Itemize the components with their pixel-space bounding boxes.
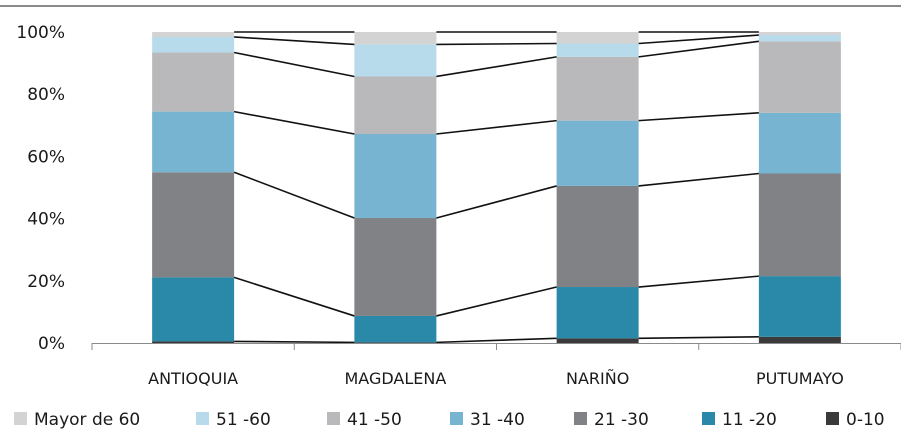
y-tick-label: 40%	[27, 210, 65, 230]
series-line-11-20	[436, 286, 557, 317]
category-labels: ANTIOQUIA MAGDALENA NARIÑO PUTUMAYO	[148, 369, 844, 388]
x-axis	[91, 343, 901, 350]
legend-label-41-50: 41 -50	[347, 410, 402, 430]
y-tick-label: 60%	[27, 147, 65, 167]
series-line-31-40	[233, 110, 355, 135]
series-line-31-40	[638, 112, 759, 122]
bar-segment-11-20-nari-o	[556, 287, 639, 339]
bar-segment-51-60-nari-o	[556, 43, 639, 57]
legend: Mayor de 60 51 -60 41 -50 31 -40 21 -30 11 -2…	[14, 410, 885, 430]
series-line-51-60	[234, 36, 355, 46]
series-line-0-10	[234, 340, 355, 344]
bar-segment-51-60-magdalena	[354, 44, 437, 77]
series-line-51-60	[436, 42, 557, 46]
series-line-41-50	[638, 40, 759, 58]
series-line-11-20	[638, 275, 759, 288]
legend-swatch-11-20	[702, 412, 715, 425]
legend-swatch-41-50	[327, 412, 340, 425]
bar-segment-31-40-antioquia	[152, 111, 235, 173]
series-line-51-60	[638, 34, 759, 45]
bar-segment-41-50-magdalena	[354, 76, 437, 135]
legend-label-0-10: 0-10	[846, 410, 885, 430]
series-line-21-30	[638, 172, 759, 187]
bar-segment-0-10-antioquia	[152, 341, 235, 343]
legend-swatch-mayor-de-60	[14, 412, 27, 425]
series-line-31-40	[436, 119, 557, 135]
series-line-41-50	[233, 51, 355, 78]
bar-segment-11-20-putumayo	[758, 276, 841, 337]
series-lines	[233, 31, 759, 344]
legend-swatch-51-60	[196, 412, 209, 425]
legend-label-21-30: 21 -30	[594, 410, 649, 430]
bar-segment-31-40-putumayo	[758, 112, 841, 174]
bar-segment-11-20-antioquia	[152, 277, 235, 342]
series-line-21-30	[436, 185, 557, 219]
series-line-11-20	[233, 276, 355, 317]
bar-segment-21-30-putumayo	[758, 173, 841, 277]
bar-segment-21-30-nari-o	[556, 185, 639, 288]
category-label: PUTUMAYO	[756, 369, 844, 388]
y-tick-label: 20%	[27, 272, 65, 292]
category-label: NARIÑO	[566, 369, 629, 388]
bar-segment-mayor-de-60-nari-o	[556, 32, 639, 44]
bar-segment-0-10-nari-o	[556, 338, 639, 343]
category-label: ANTIOQUIA	[148, 369, 238, 388]
legend-label-51-60: 51 -60	[216, 410, 271, 430]
bar-segment-mayor-de-60-antioquia	[152, 32, 235, 37]
bar-segment-51-60-antioquia	[152, 36, 235, 53]
bars	[152, 32, 841, 343]
series-line-0-10	[638, 335, 759, 340]
legend-label-11-20: 11 -20	[722, 410, 777, 430]
y-tick-label: 80%	[27, 85, 65, 105]
bar-segment-51-60-putumayo	[758, 35, 841, 42]
category-label: MAGDALENA	[344, 369, 446, 388]
bar-segment-41-50-nari-o	[556, 56, 639, 121]
bar-segment-21-30-magdalena	[354, 217, 437, 316]
bar-segment-21-30-antioquia	[152, 172, 235, 278]
bar-segment-0-10-magdalena	[354, 342, 437, 343]
bar-segment-0-10-putumayo	[758, 336, 841, 343]
bar-segment-mayor-de-60-putumayo	[758, 32, 841, 36]
y-axis-ticks: 0% 20% 40% 60% 80% 100%	[16, 23, 65, 354]
y-tick-label: 0%	[38, 334, 65, 354]
legend-label-mayor-de-60: Mayor de 60	[34, 410, 140, 430]
series-line-41-50	[436, 56, 557, 78]
bar-segment-mayor-de-60-magdalena	[354, 32, 437, 45]
legend-swatch-31-40	[450, 412, 463, 425]
bar-segment-31-40-magdalena	[354, 134, 437, 218]
bar-segment-31-40-nari-o	[556, 120, 639, 186]
bar-segment-41-50-antioquia	[152, 52, 235, 112]
series-line-0-10	[436, 337, 557, 344]
bar-segment-11-20-magdalena	[354, 315, 437, 343]
y-tick-label: 100%	[16, 23, 65, 43]
legend-swatch-21-30	[574, 412, 587, 425]
series-line-21-30	[233, 171, 355, 219]
legend-label-31-40: 31 -40	[470, 410, 525, 430]
bar-segment-41-50-putumayo	[758, 41, 841, 113]
legend-swatch-0-10	[826, 412, 839, 425]
